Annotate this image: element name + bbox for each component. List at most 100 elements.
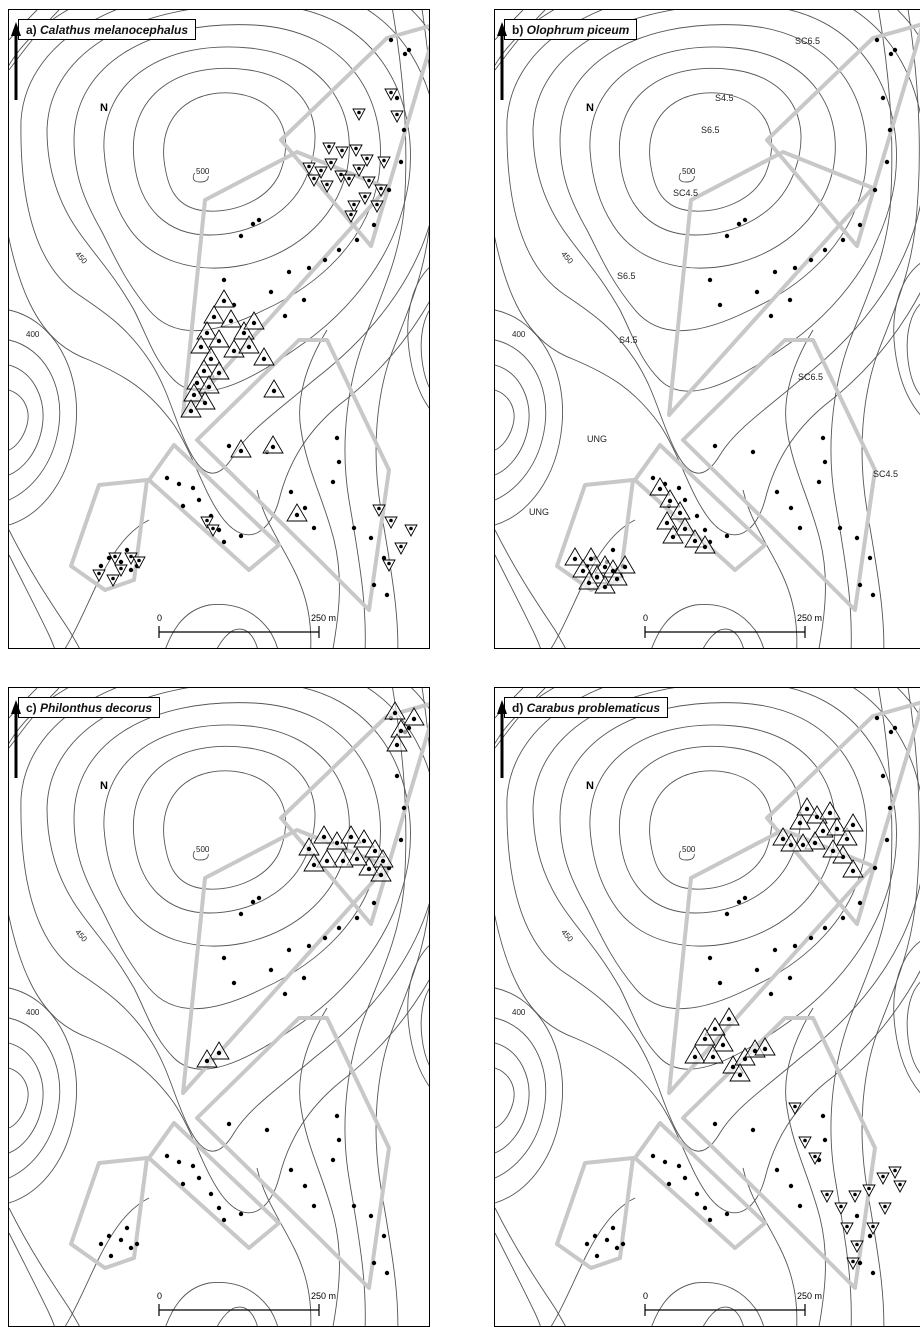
decrease-triangle-icon	[384, 88, 398, 101]
site-dot	[857, 222, 863, 228]
site-dot	[792, 943, 798, 949]
site-dot	[176, 481, 182, 487]
site-dot	[351, 1203, 357, 1209]
site-dot	[221, 277, 227, 283]
decrease-triangle-icon	[840, 1222, 854, 1235]
site-dot	[854, 535, 860, 541]
plot-outlines	[555, 22, 920, 612]
map-panel-b	[495, 10, 920, 648]
contour-line	[163, 770, 287, 890]
increase-triangle-icon	[340, 825, 362, 844]
site-dot	[874, 715, 880, 721]
site-dot	[268, 289, 274, 295]
decrease-triangle-icon	[390, 110, 404, 123]
site-dot	[216, 527, 222, 533]
site-dot	[717, 302, 723, 308]
contour-label-500: 500	[195, 167, 211, 176]
site-dot	[306, 943, 312, 949]
contour-line	[375, 688, 429, 1326]
contour-line	[163, 92, 287, 212]
contour-line	[375, 10, 429, 648]
contour-line	[9, 554, 55, 648]
scale-max-label: 250 m	[311, 613, 337, 623]
decrease-triangle-icon	[848, 1190, 862, 1203]
increase-triangle-icon	[238, 335, 260, 354]
site-dot	[282, 991, 288, 997]
site-dot	[336, 1137, 342, 1143]
site-dot	[190, 485, 196, 491]
decrease-triangle-icon	[834, 1202, 848, 1215]
contour-line	[649, 770, 773, 890]
site-dot	[724, 233, 730, 239]
increase-triangle-icon	[842, 813, 864, 832]
contour-lines	[495, 688, 920, 1326]
site-dot	[354, 915, 360, 921]
site-dot	[707, 1217, 713, 1223]
site-dot	[330, 1157, 336, 1163]
contour-line	[9, 10, 60, 71]
plot-outline	[765, 22, 920, 248]
contour-line	[506, 10, 920, 474]
decrease-triangle-icon	[324, 158, 338, 171]
contour-line	[495, 309, 564, 526]
increase-triangle-icon	[213, 289, 235, 308]
site-dot	[682, 497, 688, 503]
site-dot	[256, 895, 262, 901]
increase-triangle-icon	[662, 525, 684, 544]
plot-outline	[181, 828, 389, 1095]
decrease-triangle-icon	[394, 542, 408, 555]
plot-outline	[195, 338, 391, 612]
north-label: N	[100, 102, 108, 114]
site-dot	[594, 1253, 600, 1259]
decrease-triangle-icon	[307, 174, 321, 187]
increase-triangle-icon	[200, 347, 222, 366]
increase-triangle-icon	[403, 707, 425, 726]
site-dot	[702, 527, 708, 533]
site-dot	[707, 277, 713, 283]
scale-zero-label: 0	[157, 1291, 163, 1301]
increase-triangle-icon	[564, 547, 586, 566]
decrease-triangle-icon	[320, 180, 334, 193]
site-dot	[384, 1270, 390, 1276]
decrease-triangle-icon	[322, 142, 336, 155]
site-dot	[768, 313, 774, 319]
site-dot	[336, 247, 342, 253]
site-dot	[180, 1181, 186, 1187]
decrease-triangle-icon	[206, 524, 220, 537]
contour-line	[73, 24, 381, 332]
decrease-triangle-icon	[108, 552, 122, 565]
site-dot	[754, 289, 760, 295]
increase-triangle-icon	[704, 1017, 726, 1036]
site-dot	[264, 1127, 270, 1133]
north-arrow-icon	[497, 700, 507, 778]
decrease-triangle-icon	[334, 170, 348, 183]
site-dot	[311, 1203, 317, 1209]
contour-line	[20, 10, 429, 474]
increase-triangle-icon	[364, 839, 386, 858]
contour-line	[550, 1197, 636, 1326]
panel-d-species: Carabus problematicus	[526, 701, 661, 715]
increase-triangle-icon	[190, 335, 212, 354]
site-dot	[371, 222, 377, 228]
site-dot	[336, 459, 342, 465]
site-dot	[887, 805, 893, 811]
site-dot	[406, 725, 412, 731]
site-dot	[221, 539, 227, 545]
contour-line	[165, 603, 278, 648]
site-dot	[707, 955, 713, 961]
contour-line	[559, 702, 867, 1010]
site-dot	[231, 980, 237, 986]
increase-triangle-icon	[684, 529, 706, 548]
contour-line	[420, 988, 429, 1066]
site-dot	[822, 925, 828, 931]
increase-triangle-icon	[193, 359, 215, 378]
decrease-triangle-icon	[124, 552, 138, 565]
sample-sites	[564, 37, 898, 598]
site-dot	[334, 1113, 340, 1119]
site-dot	[128, 567, 134, 573]
site-dot	[870, 592, 876, 598]
contour-line	[9, 688, 429, 1214]
decrease-triangle-icon	[862, 1184, 876, 1197]
increase-triangle-icon	[262, 435, 284, 454]
site-dot	[354, 237, 360, 243]
